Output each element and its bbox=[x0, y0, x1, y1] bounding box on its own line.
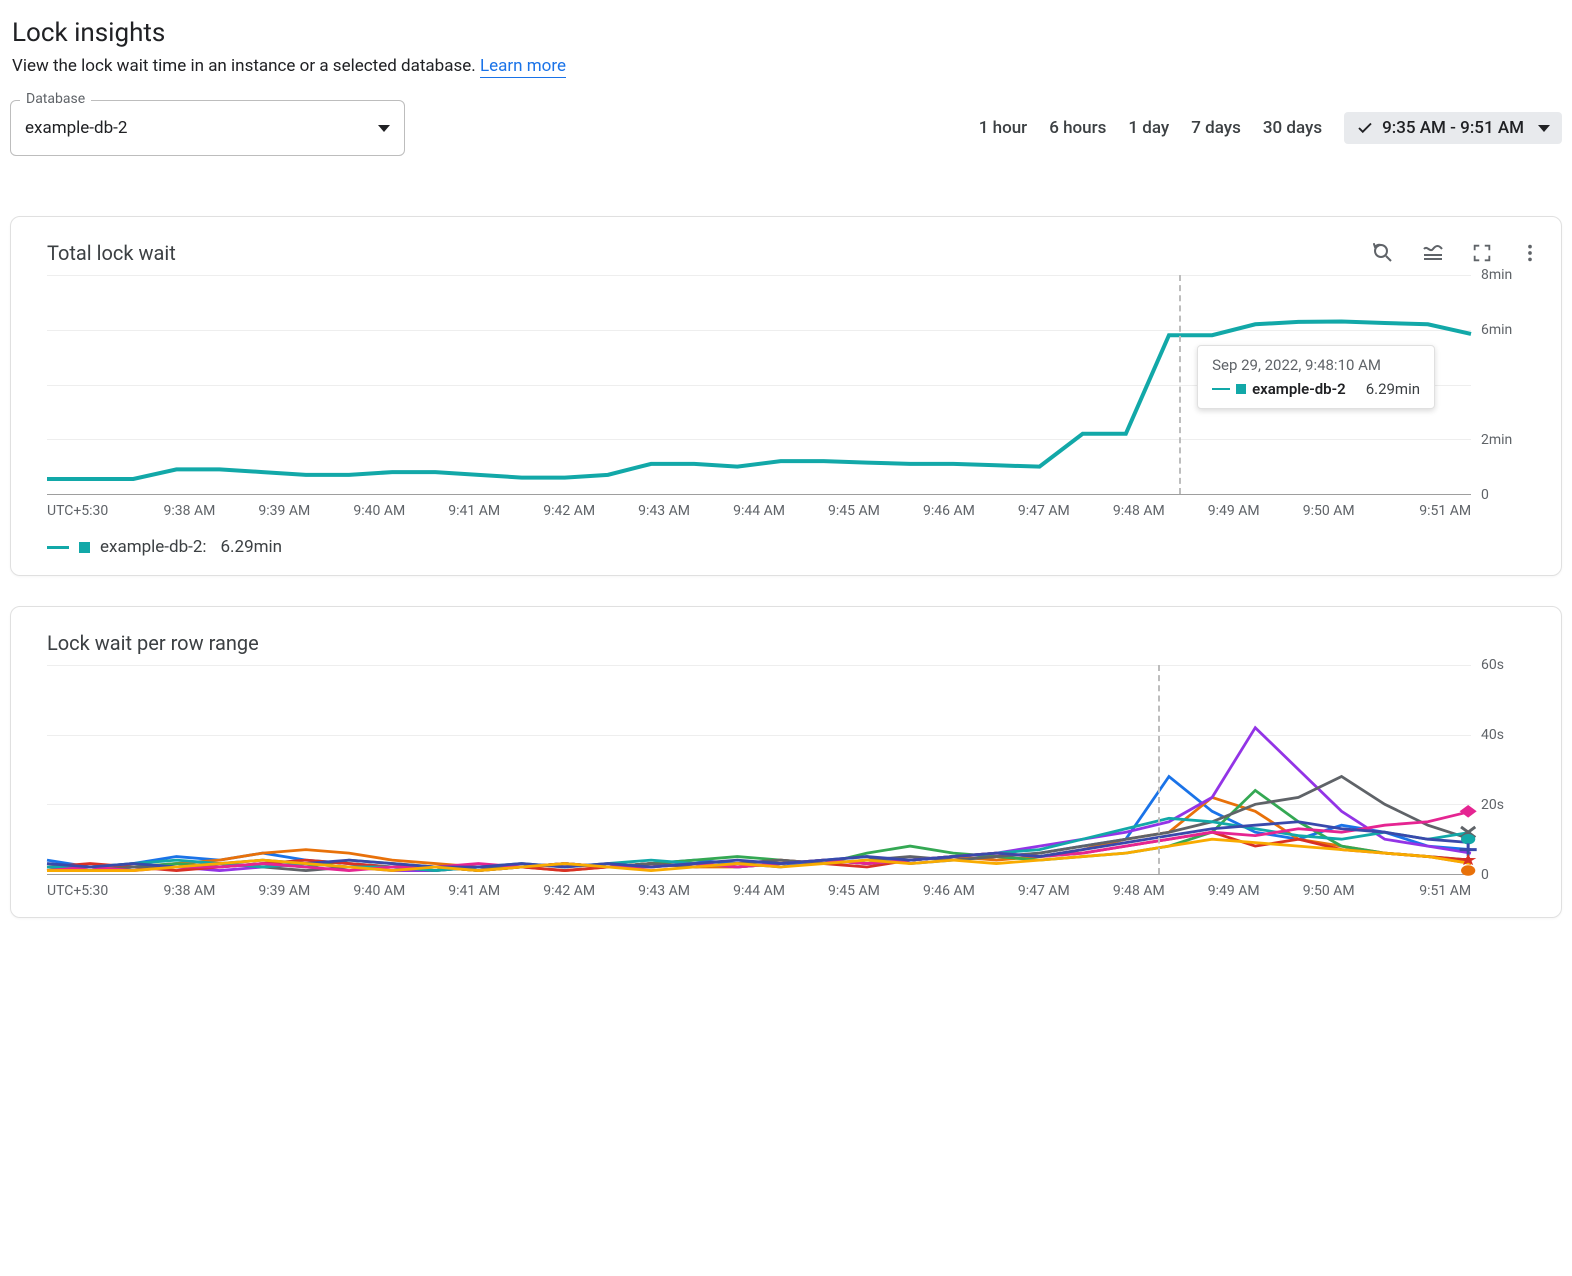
time-option[interactable]: 7 days bbox=[1191, 118, 1241, 138]
tooltip-value: 6.29min bbox=[1366, 380, 1420, 398]
chart-x-axis: UTC+5:309:38 AM9:39 AM9:40 AM9:41 AM9:42… bbox=[47, 883, 1471, 899]
database-select-value: example-db-2 bbox=[25, 118, 127, 138]
database-select-label: Database bbox=[20, 91, 91, 107]
subtitle-text: View the lock wait time in an instance o… bbox=[12, 56, 480, 76]
time-custom-label: 9:35 AM - 9:51 AM bbox=[1382, 118, 1524, 138]
controls-row: Database example-db-2 1 hour 6 hours 1 d… bbox=[10, 100, 1562, 156]
chart-tooltip: Sep 29, 2022, 9:48:10 AM example-db-2 6.2… bbox=[1197, 345, 1435, 409]
legend-series-name: example-db-2: bbox=[100, 537, 207, 557]
tooltip-series-name: example-db-2 bbox=[1252, 380, 1346, 398]
tooltip-timestamp: Sep 29, 2022, 9:48:10 AM bbox=[1212, 356, 1420, 374]
total-lock-wait-chart[interactable]: Sep 29, 2022, 9:48:10 AM example-db-2 6.2… bbox=[47, 275, 1541, 495]
time-option[interactable]: 30 days bbox=[1263, 118, 1322, 138]
database-select[interactable]: Database example-db-2 bbox=[10, 100, 405, 156]
card-title: Total lock wait bbox=[47, 241, 176, 265]
legend-toggle-icon[interactable] bbox=[1421, 241, 1445, 265]
more-icon[interactable] bbox=[1519, 242, 1541, 264]
learn-more-link[interactable]: Learn more bbox=[480, 56, 566, 78]
page-subtitle: View the lock wait time in an instance o… bbox=[12, 56, 1562, 76]
page-title: Lock insights bbox=[12, 18, 1562, 48]
time-range-picker: 1 hour 6 hours 1 day 7 days 30 days 9:35… bbox=[979, 112, 1562, 144]
chart-x-axis: UTC+5:309:38 AM9:39 AM9:40 AM9:41 AM9:42… bbox=[47, 503, 1471, 519]
legend-line-icon bbox=[47, 546, 69, 549]
lock-wait-per-row-range-chart[interactable]: 020s40s60s bbox=[47, 665, 1541, 875]
chevron-down-icon bbox=[378, 125, 390, 132]
chevron-down-icon bbox=[1538, 125, 1550, 132]
time-option[interactable]: 6 hours bbox=[1049, 118, 1106, 138]
fullscreen-icon[interactable] bbox=[1471, 242, 1493, 264]
chart-toolbar bbox=[1371, 241, 1541, 265]
card-title: Lock wait per row range bbox=[47, 631, 259, 655]
chart-legend: example-db-2: 6.29min bbox=[47, 537, 1541, 557]
time-option[interactable]: 1 hour bbox=[979, 118, 1027, 138]
time-option[interactable]: 1 day bbox=[1128, 118, 1169, 138]
time-custom-range[interactable]: 9:35 AM - 9:51 AM bbox=[1344, 112, 1562, 144]
legend-square-icon bbox=[79, 542, 90, 553]
reset-zoom-icon[interactable] bbox=[1371, 241, 1395, 265]
check-icon bbox=[1356, 119, 1374, 137]
total-lock-wait-card: Total lock wait Sep 29, 2022, 9:48:10 AM… bbox=[10, 216, 1562, 576]
lock-wait-per-row-range-card: Lock wait per row range 020s40s60s UTC+5… bbox=[10, 606, 1562, 918]
legend-series-value: 6.29min bbox=[221, 537, 283, 557]
